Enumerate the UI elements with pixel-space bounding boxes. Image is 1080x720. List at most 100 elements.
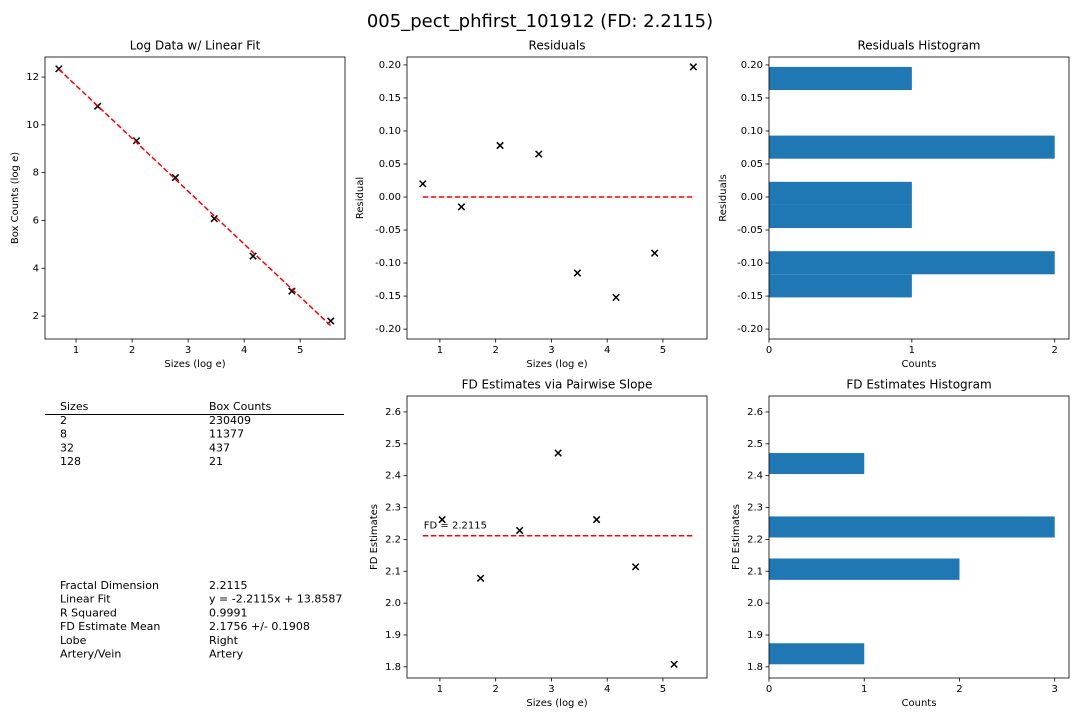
table-cell: 32 [60, 441, 74, 454]
x-tick-label: 3 [1052, 684, 1058, 695]
y-tick-label: 0.15 [741, 93, 763, 104]
point [476, 574, 485, 582]
y-tick-label: -0.15 [737, 291, 763, 302]
y-axis-label: Residuals [718, 174, 729, 221]
table-cell: 128 [60, 455, 81, 468]
y-tick-label: 4 [33, 263, 39, 274]
y-tick-label: 0.15 [379, 93, 401, 104]
stat-cell: Lobe [60, 634, 87, 647]
y-tick-label: 2.3 [385, 503, 401, 514]
y-tick-label: 2.4 [747, 471, 763, 482]
point [457, 203, 466, 211]
x-axis-label: Sizes (log e) [164, 359, 225, 370]
point [496, 141, 504, 150]
point [554, 449, 562, 457]
y-tick-label: 1.8 [747, 662, 763, 673]
point [210, 214, 218, 223]
x-tick-label: 3 [548, 684, 554, 695]
y-tick-label: 2.2 [747, 534, 763, 545]
point [612, 293, 620, 302]
x-tick-label: 2 [956, 684, 962, 695]
stat-cell: 2.2115 [209, 579, 248, 592]
stat-cell: y = -2.2115x + 13.8587 [209, 593, 342, 606]
point [535, 150, 543, 158]
y-tick-label: 1.9 [747, 630, 763, 641]
point [171, 173, 180, 182]
y-tick-label: -0.20 [737, 324, 763, 335]
axes-frame [768, 395, 1070, 679]
x-tick-label: 1 [437, 684, 443, 695]
y-tick-label: 2.0 [747, 598, 763, 609]
y-tick-label: -0.10 [737, 258, 763, 269]
x-tick-label: 2 [1052, 345, 1058, 356]
x-tick-label: 4 [604, 345, 610, 356]
y-tick-label: 10 [26, 120, 39, 131]
table-cell: 230409 [209, 414, 251, 427]
table-header: Box Counts [209, 400, 272, 413]
bar [769, 516, 1055, 538]
y-tick-label: -0.05 [375, 225, 401, 236]
bar [769, 453, 865, 475]
y-tick-label: 1.8 [385, 662, 401, 673]
point [631, 563, 640, 571]
x-tick-label: 1 [909, 345, 915, 356]
point [689, 63, 698, 71]
table-cell: 11377 [209, 428, 244, 441]
x-tick-label: 0 [766, 345, 772, 356]
y-axis-label: Box Counts (log e) [10, 152, 21, 244]
stat-cell: Artery/Vein [60, 648, 121, 661]
point [419, 180, 427, 188]
bar [769, 558, 960, 580]
axes-frame [406, 395, 708, 679]
point [650, 249, 659, 257]
x-tick-label: 1 [437, 345, 443, 356]
point [438, 515, 446, 524]
stat-cell: FD Estimate Mean [60, 620, 160, 633]
y-tick-label: 0.10 [741, 126, 763, 137]
y-tick-label: 0.05 [379, 159, 401, 170]
y-tick-label: 2.3 [747, 503, 763, 514]
x-tick-label: 1 [861, 684, 867, 695]
table-cell: 437 [209, 441, 230, 454]
stat-cell: Fractal Dimension [60, 579, 159, 592]
table-cell: 8 [60, 428, 67, 441]
y-tick-label: 2.1 [385, 566, 401, 577]
x-tick-label: 2 [129, 345, 135, 356]
axes-frame [44, 56, 346, 340]
bar [769, 251, 1055, 275]
axes-frame [406, 56, 708, 340]
x-axis-label: Sizes (log e) [526, 698, 587, 709]
x-tick-label: 5 [660, 684, 666, 695]
bar [769, 181, 912, 205]
y-tick-label: -0.15 [375, 291, 401, 302]
bar [769, 643, 865, 665]
point [249, 252, 257, 260]
y-tick-label: 0.10 [379, 126, 401, 137]
point [573, 269, 582, 277]
y-tick-label: 12 [26, 72, 39, 83]
y-tick-label: 8 [33, 168, 39, 179]
x-tick-label: 5 [660, 345, 666, 356]
y-tick-label: -0.10 [375, 258, 401, 269]
x-axis-label: Counts [902, 698, 937, 709]
y-tick-label: 2.6 [747, 407, 763, 418]
stat-cell: Linear Fit [60, 593, 111, 606]
y-tick-label: 0.00 [379, 192, 401, 203]
chart-title: Residuals Histogram [858, 39, 981, 53]
bar [769, 135, 1055, 159]
stat-cell: 0.9991 [209, 606, 248, 619]
point [515, 526, 524, 535]
x-tick-label: 2 [492, 684, 498, 695]
y-tick-label: 6 [33, 215, 39, 226]
table-cell: 2 [60, 414, 67, 427]
x-tick-label: 3 [185, 345, 191, 356]
chart-title: Log Data w/ Linear Fit [130, 39, 261, 53]
y-tick-label: 0.05 [741, 159, 763, 170]
y-tick-label: 0.00 [741, 192, 763, 203]
stat-cell: R Squared [60, 606, 117, 619]
bar [769, 274, 912, 298]
y-axis-label: FD Estimates [369, 504, 380, 570]
point [288, 287, 296, 295]
y-tick-label: 2.4 [385, 471, 401, 482]
stat-cell: Artery [209, 648, 244, 661]
